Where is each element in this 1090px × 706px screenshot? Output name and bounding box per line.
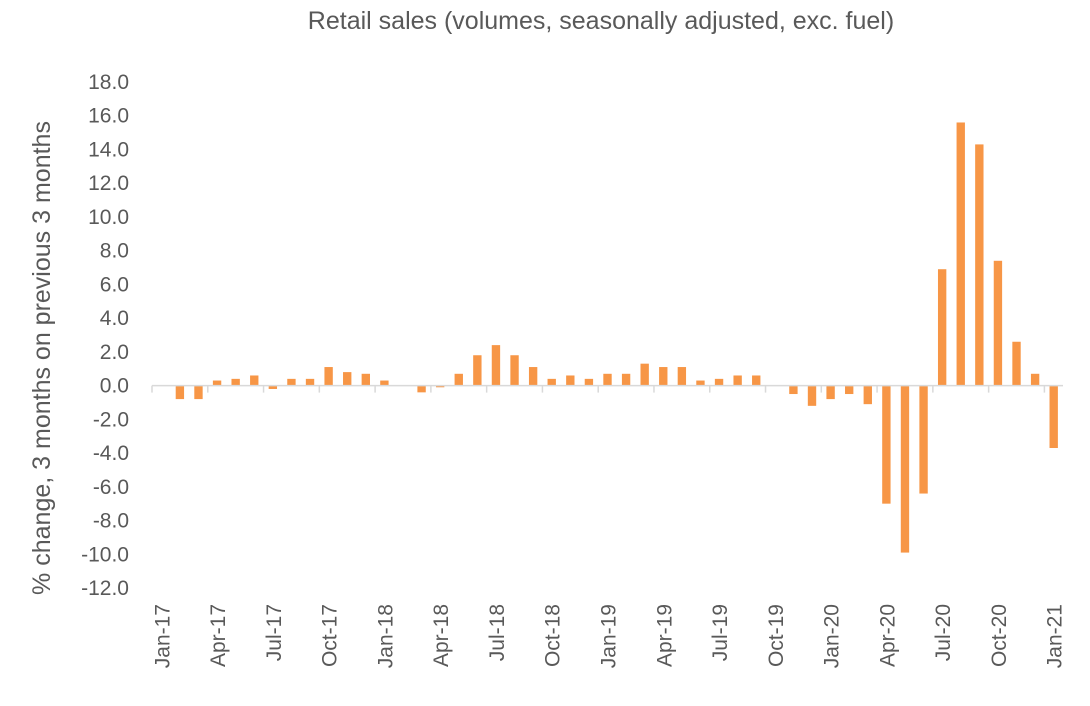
x-tick-label: Apr-18 — [430, 604, 453, 667]
x-tick-label: Jan-20 — [821, 604, 844, 668]
y-tick-label: -2.0 — [93, 408, 129, 431]
y-tick-label: 12.0 — [88, 172, 129, 195]
y-tick-label: 2.0 — [100, 341, 129, 364]
bar — [714, 378, 724, 386]
x-tick-label: Jan-17 — [151, 604, 174, 668]
y-tick-label: 4.0 — [100, 307, 129, 330]
bar — [417, 385, 426, 393]
bar — [1012, 341, 1021, 386]
y-tick-label: -4.0 — [93, 442, 129, 465]
y-tick-label: -12.0 — [81, 577, 129, 600]
bar — [807, 385, 817, 406]
bar — [733, 375, 742, 386]
bar — [287, 378, 296, 386]
bar — [919, 385, 928, 494]
bar — [324, 367, 333, 386]
y-tick-label: 16.0 — [88, 105, 129, 128]
x-tick-label: Jan-19 — [598, 604, 621, 668]
bar — [882, 385, 891, 504]
bar — [380, 380, 389, 386]
chart-title: Retail sales (volumes, seasonally adjust… — [308, 7, 894, 35]
bar — [268, 385, 278, 389]
bar — [1030, 373, 1040, 386]
y-axis-label: % change, 3 months on previous 3 months — [28, 121, 56, 595]
bar — [528, 367, 538, 386]
x-tick-label: Oct-19 — [765, 604, 788, 667]
bar — [677, 367, 687, 386]
bar — [789, 385, 798, 395]
bar — [863, 385, 872, 405]
bar — [1049, 385, 1058, 449]
y-tick-label: -8.0 — [93, 510, 129, 533]
bar — [752, 375, 761, 386]
x-tick-label: Apr-20 — [876, 604, 899, 667]
bar — [435, 385, 445, 388]
x-tick-label: Oct-17 — [319, 604, 342, 667]
x-tick-label: Oct-20 — [988, 604, 1011, 667]
x-tick-label: Jul-19 — [709, 604, 732, 661]
bar — [845, 385, 854, 395]
bar — [975, 144, 984, 386]
bar — [491, 345, 501, 386]
bar — [212, 380, 222, 386]
bar — [603, 373, 612, 386]
bar — [640, 363, 649, 386]
y-tick-label: -10.0 — [81, 543, 129, 566]
bar — [231, 378, 240, 386]
bar — [993, 260, 1003, 386]
bar — [194, 385, 203, 400]
x-tick-label: Oct-18 — [542, 604, 565, 667]
y-tick-label: 6.0 — [100, 273, 129, 296]
bar — [454, 373, 463, 386]
y-tick-label: 10.0 — [88, 206, 129, 229]
bar — [956, 122, 965, 386]
bar — [473, 355, 482, 386]
y-tick-label: 0.0 — [100, 375, 129, 398]
bars — [175, 122, 1058, 553]
x-axis-ticks: Jan-17 Apr-17 Jul-17 Oct-17 Jan-18 Apr-18 Jul-… — [151, 604, 1066, 668]
bar — [343, 372, 352, 386]
bar — [621, 373, 631, 386]
y-tick-label: 8.0 — [100, 240, 129, 263]
x-tick-label: Apr-17 — [207, 604, 230, 667]
bar — [826, 385, 835, 400]
x-tick-label: Jan-21 — [1044, 604, 1067, 668]
bar — [305, 378, 315, 386]
y-tick-label: 14.0 — [88, 138, 129, 161]
y-axis-ticks: -12.0 -10.0 -8.0 -6.0 -4.0 -2.0 0.0 2.0 4.0 6.0 8.… — [81, 71, 129, 600]
x-tick-label: Jul-18 — [486, 604, 509, 661]
bar — [937, 269, 947, 386]
x-axis — [151, 384, 1063, 393]
bar — [696, 380, 705, 386]
x-tick-label: Jan-18 — [374, 604, 397, 668]
bar — [250, 375, 259, 386]
bar — [900, 385, 910, 553]
bar — [547, 378, 556, 386]
y-tick-label: 18.0 — [88, 71, 129, 94]
bar — [510, 355, 519, 386]
y-tick-label: -6.0 — [93, 476, 129, 499]
bar — [361, 373, 370, 386]
x-tick-label: Jul-20 — [932, 604, 955, 661]
bar — [175, 385, 185, 400]
bar — [584, 378, 594, 386]
x-tick-label: Jul-17 — [263, 604, 286, 661]
bar — [566, 375, 575, 386]
x-tick-label: Apr-19 — [653, 604, 676, 667]
bar — [659, 367, 668, 386]
